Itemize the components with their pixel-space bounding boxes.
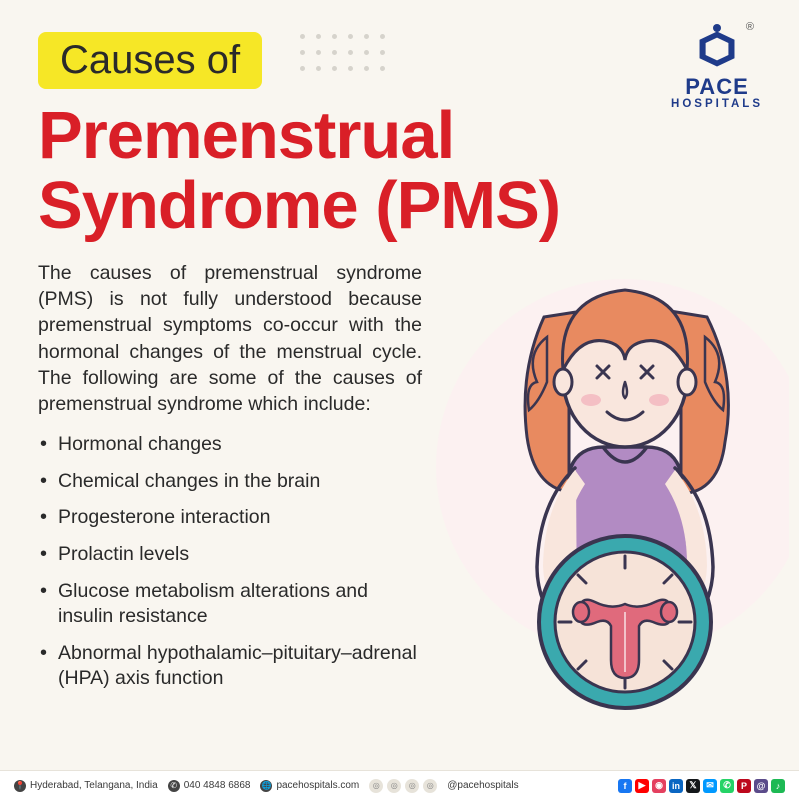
footer-phone-text: 040 4848 6868 [184, 780, 251, 791]
brand-name: PACE [671, 76, 763, 98]
title-line1: Premenstrual [38, 98, 454, 173]
title-line2: Syndrome (PMS) [38, 168, 560, 243]
footer-handle: @pacehospitals [447, 780, 518, 791]
footer-website: 🌐 pacehospitals.com [260, 780, 359, 792]
twitter-icon: 𝕏 [686, 779, 700, 793]
decorative-dots [300, 34, 390, 76]
cause-item: Chemical changes in the brain [38, 469, 422, 494]
description-text: The causes of premenstrual syndrome (PMS… [38, 260, 422, 418]
cause-item: Glucose metabolism alterations and insul… [38, 579, 422, 629]
infographic-container: ® PACE HOSPITALS Causes of Premenstrual … [0, 0, 799, 800]
threads-icon: @ [754, 779, 768, 793]
cause-item: Prolactin levels [38, 542, 422, 567]
footer-location-text: Hyderabad, Telangana, India [30, 780, 158, 791]
footer-location: 📍 Hyderabad, Telangana, India [14, 780, 158, 792]
header-pill-label: Causes of [60, 38, 240, 82]
body-row: The causes of premenstrual syndrome (PMS… [38, 260, 761, 704]
badge-icon: ◎ [369, 779, 383, 793]
facebook-icon: f [618, 779, 632, 793]
causes-list: Hormonal changes Chemical changes in the … [38, 432, 422, 692]
brand-logo: ® PACE HOSPITALS [671, 26, 763, 110]
social-icons-row: f ▶ ◉ in 𝕏 ✉ ✆ P @ ♪ [618, 779, 785, 793]
pin-icon: 📍 [14, 780, 26, 792]
woman-illustration-icon [429, 242, 789, 712]
instagram-icon: ◉ [652, 779, 666, 793]
text-column: The causes of premenstrual syndrome (PMS… [38, 260, 422, 704]
cause-item: Abnormal hypothalamic–pituitary–adrenal … [38, 641, 422, 691]
linkedin-icon: in [669, 779, 683, 793]
whatsapp-icon: ✆ [720, 779, 734, 793]
globe-icon: 🌐 [260, 780, 272, 792]
illustration-area [432, 260, 761, 704]
badge-icon: ◎ [405, 779, 419, 793]
footer-badges: ◎ ◎ ◎ ◎ [369, 779, 437, 793]
logo-mark-icon: ® [694, 26, 740, 72]
header-pill: Causes of [38, 32, 262, 89]
cause-item: Hormonal changes [38, 432, 422, 457]
registered-mark: ® [746, 21, 754, 33]
footer-website-text: pacehospitals.com [276, 780, 359, 791]
spotify-icon: ♪ [771, 779, 785, 793]
pinterest-icon: P [737, 779, 751, 793]
messenger-icon: ✉ [703, 779, 717, 793]
youtube-icon: ▶ [635, 779, 649, 793]
cause-item: Progesterone interaction [38, 505, 422, 530]
badge-icon: ◎ [387, 779, 401, 793]
footer-handle-text: @pacehospitals [447, 780, 518, 791]
footer-bar: 📍 Hyderabad, Telangana, India ✆ 040 4848… [0, 770, 799, 800]
phone-icon: ✆ [168, 780, 180, 792]
footer-phone: ✆ 040 4848 6868 [168, 780, 251, 792]
main-title: Premenstrual Syndrome (PMS) [38, 101, 761, 242]
brand-subtitle: HOSPITALS [671, 98, 763, 110]
badge-icon: ◎ [423, 779, 437, 793]
